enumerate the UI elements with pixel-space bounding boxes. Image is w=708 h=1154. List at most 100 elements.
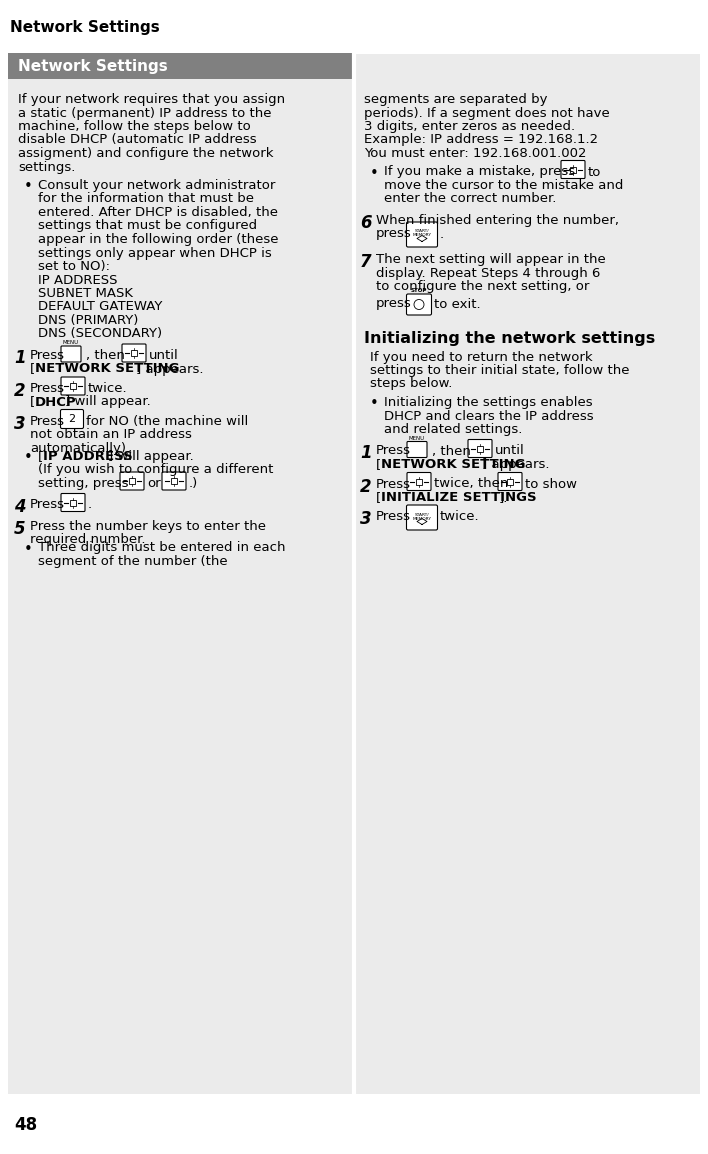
Text: Network Settings: Network Settings bbox=[18, 59, 168, 74]
Bar bbox=[8, 53, 354, 78]
Text: a static (permanent) IP address to the: a static (permanent) IP address to the bbox=[18, 106, 271, 120]
Text: entered. After DHCP is disabled, the: entered. After DHCP is disabled, the bbox=[38, 207, 278, 219]
Text: [: [ bbox=[38, 450, 43, 463]
Text: 2: 2 bbox=[360, 478, 372, 495]
Text: STOP: STOP bbox=[411, 288, 427, 293]
Text: settings only appear when DHCP is: settings only appear when DHCP is bbox=[38, 247, 272, 260]
FancyBboxPatch shape bbox=[61, 346, 81, 362]
Text: •: • bbox=[370, 396, 379, 411]
Text: twice, then: twice, then bbox=[434, 478, 508, 490]
Text: START/: START/ bbox=[415, 512, 429, 517]
Text: for NO (the machine will: for NO (the machine will bbox=[86, 415, 249, 428]
Text: Example: IP address = 192.168.1.2: Example: IP address = 192.168.1.2 bbox=[364, 134, 598, 147]
Text: When finished entering the number,: When finished entering the number, bbox=[376, 213, 619, 227]
Text: (If you wish to configure a different: (If you wish to configure a different bbox=[38, 464, 273, 477]
FancyBboxPatch shape bbox=[406, 505, 438, 530]
Text: and related settings.: and related settings. bbox=[384, 424, 523, 436]
Text: , then: , then bbox=[432, 444, 471, 457]
Text: 6: 6 bbox=[360, 213, 372, 232]
Text: Three digits must be entered in each: Three digits must be entered in each bbox=[38, 541, 285, 555]
Bar bbox=[507, 479, 513, 485]
Bar bbox=[70, 500, 76, 505]
Text: settings to their initial state, follow the: settings to their initial state, follow … bbox=[370, 364, 629, 377]
FancyBboxPatch shape bbox=[407, 442, 427, 457]
Text: 4: 4 bbox=[14, 499, 25, 517]
Text: ] will appear.: ] will appear. bbox=[65, 396, 151, 409]
Text: Press: Press bbox=[376, 510, 411, 524]
Text: INITIALIZE SETTINGS: INITIALIZE SETTINGS bbox=[381, 490, 537, 504]
Text: twice.: twice. bbox=[88, 382, 127, 395]
Text: •: • bbox=[24, 179, 33, 194]
Text: SUBNET MASK: SUBNET MASK bbox=[38, 287, 133, 300]
Text: MEMORY: MEMORY bbox=[413, 233, 431, 238]
Text: DNS (PRIMARY): DNS (PRIMARY) bbox=[38, 314, 138, 327]
Text: to show: to show bbox=[525, 478, 577, 490]
Text: settings.: settings. bbox=[18, 160, 75, 173]
Text: [: [ bbox=[376, 490, 381, 504]
Text: If you need to return the network: If you need to return the network bbox=[370, 351, 593, 364]
Text: set to NO):: set to NO): bbox=[38, 260, 110, 273]
FancyBboxPatch shape bbox=[61, 494, 85, 511]
FancyBboxPatch shape bbox=[406, 222, 438, 247]
Text: DEFAULT GATEWAY: DEFAULT GATEWAY bbox=[38, 300, 162, 314]
Text: 7: 7 bbox=[360, 253, 372, 271]
Text: .: . bbox=[88, 499, 92, 511]
Text: DNS (SECONDARY): DNS (SECONDARY) bbox=[38, 328, 162, 340]
FancyBboxPatch shape bbox=[162, 472, 186, 490]
Text: required number.: required number. bbox=[30, 533, 146, 547]
Text: Initializing the network settings: Initializing the network settings bbox=[364, 331, 655, 346]
Text: Press: Press bbox=[30, 382, 65, 395]
Text: , then: , then bbox=[86, 349, 125, 362]
Text: until: until bbox=[149, 349, 178, 362]
Text: The next setting will appear in the: The next setting will appear in the bbox=[376, 253, 606, 267]
FancyBboxPatch shape bbox=[61, 377, 85, 395]
Text: [: [ bbox=[30, 362, 35, 375]
Text: IP ADDRESS: IP ADDRESS bbox=[38, 273, 118, 286]
Bar bbox=[477, 445, 483, 451]
Text: 3 digits, enter zeros as needed.: 3 digits, enter zeros as needed. bbox=[364, 120, 575, 133]
Text: to: to bbox=[588, 165, 601, 179]
Text: ].: ]. bbox=[499, 490, 508, 504]
FancyBboxPatch shape bbox=[407, 472, 431, 490]
Text: •: • bbox=[24, 450, 33, 465]
Text: 1: 1 bbox=[360, 444, 372, 463]
Text: ] will appear.: ] will appear. bbox=[108, 450, 194, 463]
Text: Consult your network administrator: Consult your network administrator bbox=[38, 179, 275, 192]
Text: Press: Press bbox=[30, 349, 65, 362]
Text: 48: 48 bbox=[14, 1116, 37, 1134]
Text: disable DHCP (automatic IP address: disable DHCP (automatic IP address bbox=[18, 134, 256, 147]
Bar bbox=[570, 166, 576, 172]
Text: for the information that must be: for the information that must be bbox=[38, 193, 254, 205]
Text: NETWORK SETTING: NETWORK SETTING bbox=[35, 362, 180, 375]
Text: .): .) bbox=[189, 477, 198, 490]
FancyBboxPatch shape bbox=[120, 472, 144, 490]
Text: [: [ bbox=[30, 396, 35, 409]
Text: Network Settings: Network Settings bbox=[10, 20, 160, 35]
Text: 2: 2 bbox=[69, 414, 76, 424]
Text: 3: 3 bbox=[14, 415, 25, 433]
Text: settings that must be configured: settings that must be configured bbox=[38, 219, 257, 232]
Text: 5: 5 bbox=[14, 520, 25, 538]
Text: Initializing the settings enables: Initializing the settings enables bbox=[384, 396, 593, 409]
Text: segment of the number (the: segment of the number (the bbox=[38, 555, 228, 568]
FancyBboxPatch shape bbox=[498, 472, 522, 490]
Text: DHCP: DHCP bbox=[35, 396, 76, 409]
Bar bbox=[131, 350, 137, 355]
Text: automatically).: automatically). bbox=[30, 442, 130, 455]
Text: [: [ bbox=[376, 458, 381, 471]
Text: NETWORK SETTING: NETWORK SETTING bbox=[381, 458, 525, 471]
Text: steps below.: steps below. bbox=[370, 377, 452, 390]
Text: You must enter: 192.168.001.002: You must enter: 192.168.001.002 bbox=[364, 147, 586, 160]
Text: •: • bbox=[24, 541, 33, 556]
FancyBboxPatch shape bbox=[468, 440, 492, 457]
Text: to exit.: to exit. bbox=[434, 298, 481, 310]
Text: or: or bbox=[147, 477, 161, 490]
Bar bbox=[129, 478, 135, 484]
Text: MEMORY: MEMORY bbox=[413, 517, 431, 520]
Text: 3: 3 bbox=[360, 510, 372, 529]
Text: DHCP and clears the IP address: DHCP and clears the IP address bbox=[384, 410, 593, 422]
Text: If you make a mistake, press: If you make a mistake, press bbox=[384, 165, 575, 179]
Text: .: . bbox=[440, 227, 444, 240]
Text: press: press bbox=[376, 298, 412, 310]
Text: MENU: MENU bbox=[63, 340, 79, 345]
